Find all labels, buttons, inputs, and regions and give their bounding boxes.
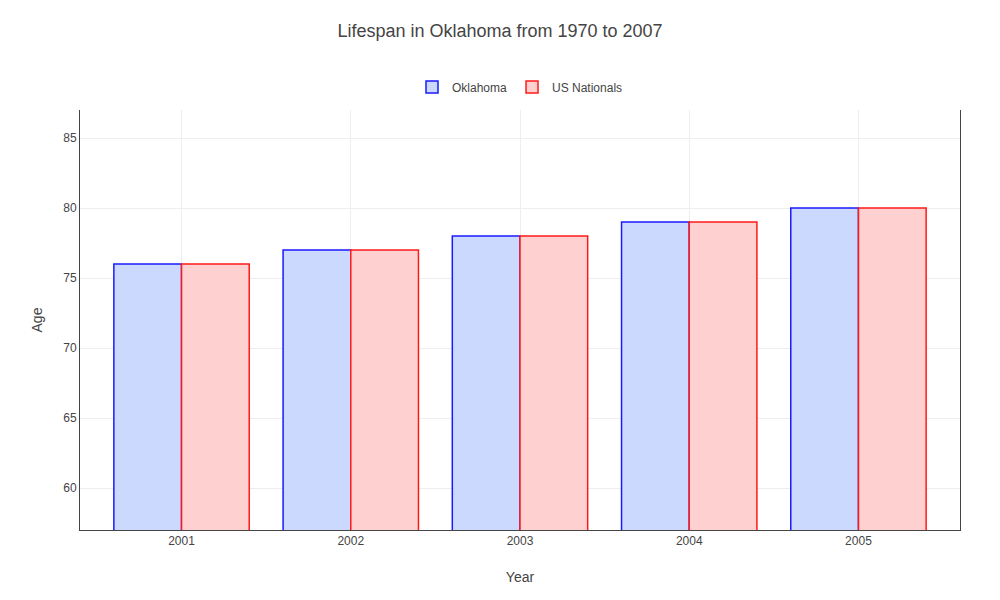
svg-text:80: 80 bbox=[63, 201, 77, 215]
svg-text:2001: 2001 bbox=[168, 534, 195, 548]
svg-text:Year: Year bbox=[506, 569, 535, 585]
svg-text:2005: 2005 bbox=[845, 534, 872, 548]
svg-text:60: 60 bbox=[63, 481, 77, 495]
svg-text:85: 85 bbox=[63, 131, 77, 145]
svg-text:US Nationals: US Nationals bbox=[552, 81, 622, 95]
svg-text:70: 70 bbox=[63, 341, 77, 355]
svg-text:Age: Age bbox=[29, 307, 45, 332]
svg-text:2002: 2002 bbox=[337, 534, 364, 548]
svg-text:2004: 2004 bbox=[676, 534, 703, 548]
svg-text:75: 75 bbox=[63, 271, 77, 285]
svg-text:65: 65 bbox=[63, 411, 77, 425]
svg-text:2003: 2003 bbox=[507, 534, 534, 548]
svg-text:Oklahoma: Oklahoma bbox=[452, 81, 507, 95]
svg-text:Lifespan in Oklahoma from 1970: Lifespan in Oklahoma from 1970 to 2007 bbox=[337, 21, 662, 41]
